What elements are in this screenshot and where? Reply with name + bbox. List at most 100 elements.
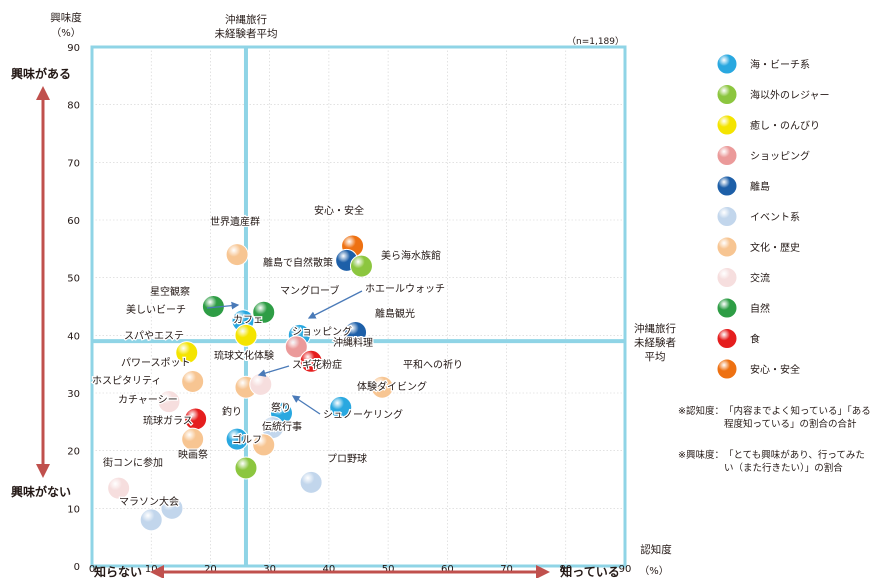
point-琉球ガラス xyxy=(182,428,204,450)
legend-marker-ショッピング xyxy=(717,146,737,166)
point-label-パワースポット: パワースポット xyxy=(121,357,191,369)
point-プロ野球 xyxy=(300,471,322,493)
point-label-シュノーケリング: シュノーケリング xyxy=(323,408,403,421)
point-label-平和への祈り: 平和への祈り xyxy=(403,359,463,371)
y-average-label: 平均 xyxy=(645,351,666,363)
legend-marker-食 xyxy=(717,329,737,349)
legend-marker-文化・歴史 xyxy=(717,237,737,257)
x-average-label: 未経験者平均 xyxy=(214,27,277,40)
point-label-伝統行事: 伝統行事 xyxy=(262,420,302,433)
label-not-interested: 興味がない xyxy=(11,484,71,499)
y-axis-unit: （%） xyxy=(51,27,81,39)
point-label-マラソン大会: マラソン大会 xyxy=(119,495,179,508)
x-axis-label: 認知度 xyxy=(640,543,672,556)
point-マラソン大会 xyxy=(140,509,162,531)
axes: 0 10 20 30 40 50 60 70 80 90 0 10 20 30 40 50 60 70 80 90 興味… xyxy=(50,11,672,577)
point-label-離島観光: 離島観光 xyxy=(375,307,415,320)
point-label-離島で自然散策: 離島で自然散策 xyxy=(263,256,333,269)
legend-label-海以外のレジャー: 海以外のレジャー xyxy=(750,89,830,102)
point-label-美しいビーチ: 美しいビーチ xyxy=(126,303,186,316)
point-label-琉球文化体験: 琉球文化体験 xyxy=(214,349,274,362)
legend-label-交流: 交流 xyxy=(750,272,770,285)
x-axis-unit: （%） xyxy=(639,565,669,577)
y-tick-label: 90 xyxy=(67,43,80,54)
point-label-ホスピタリティ: ホスピタリティ xyxy=(92,375,161,387)
y-axis-label: 興味度 xyxy=(50,11,82,24)
point-label-スパやエステ: スパやエステ xyxy=(124,330,184,342)
point-パワースポット xyxy=(182,370,204,392)
point-label-マングローブ: マングローブ xyxy=(280,284,339,297)
point-label-釣り: 釣り xyxy=(222,405,242,418)
legend-marker-癒し・のんびり xyxy=(717,115,737,135)
point-スギ花粉症 xyxy=(250,373,272,395)
point-label-祭り: 祭り xyxy=(271,402,291,414)
legend-label-海・ビーチ系: 海・ビーチ系 xyxy=(750,58,810,71)
legend-marker-交流 xyxy=(717,268,737,288)
y-average-label: 未経験者 xyxy=(634,336,676,349)
label-interested: 興味がある xyxy=(11,66,71,81)
awareness-note-line1: 「内容までよく知っている」「ある xyxy=(724,405,871,418)
legend-marker-安心・安全 xyxy=(717,359,737,379)
point-label-ショッピング: ショッピング xyxy=(292,325,352,338)
legend: 海・ビーチ系海以外のレジャー癒し・のんびりショッピング離島イベント系文化・歴史交… xyxy=(717,54,830,379)
x-tick-label: 90 xyxy=(619,564,632,575)
point-label-ゴルフ: ゴルフ xyxy=(232,433,262,446)
point-label-カチャーシー: カチャーシー xyxy=(118,394,178,406)
point-label-世界遺産群: 世界遺産群 xyxy=(210,215,260,228)
interest-note-line2: い（また行きたい）」の割合 xyxy=(724,462,865,475)
point-美ら海水族館 xyxy=(350,255,372,277)
y-tick-label: 20 xyxy=(67,447,80,458)
interest-arrow-up xyxy=(36,86,50,100)
point-ゴルフ xyxy=(235,457,257,479)
legend-marker-自然 xyxy=(717,298,737,318)
point-label-体験ダイビング: 体験ダイビング xyxy=(357,380,427,393)
legend-label-食: 食 xyxy=(750,333,760,346)
y-tick-label: 70 xyxy=(67,158,80,169)
y-tick-label: 0 xyxy=(74,562,80,573)
point-label-映画祭: 映画祭 xyxy=(178,449,208,461)
point-世界遺産群 xyxy=(226,244,248,266)
point-label-カフェ: カフェ xyxy=(233,314,263,326)
x-average-label: 沖縄旅行 xyxy=(225,13,267,26)
leader-arrow-シュノーケリング xyxy=(293,396,320,414)
point-カフェ xyxy=(235,324,257,346)
legend-marker-海以外のレジャー xyxy=(717,85,737,105)
y-tick-label: 50 xyxy=(67,274,80,285)
awareness-note-line2: 程度知っている」の割合の合計 xyxy=(724,418,871,431)
point-label-星空観察: 星空観察 xyxy=(150,285,190,298)
point-label-琉球ガラス: 琉球ガラス xyxy=(143,414,193,427)
point-label-安心・安全: 安心・安全 xyxy=(314,204,364,217)
y-tick-label: 60 xyxy=(67,216,80,227)
legend-marker-海・ビーチ系 xyxy=(717,54,737,74)
leader-arrow-スギ花粉症 xyxy=(259,366,289,375)
interest-note: ※興味度： 「とても興味があり、行ってみた い（また行きたい）」の割合 xyxy=(678,449,888,475)
y-tick-label: 80 xyxy=(67,101,80,112)
point-街コンに参加 xyxy=(108,477,130,499)
awareness-note: ※認知度： 「内容までよく知っている」「ある 程度知っている」の割合の合計 xyxy=(678,405,888,431)
y-average-label: 沖縄旅行 xyxy=(634,322,676,335)
legend-label-癒し・のんびり: 癒し・のんびり xyxy=(750,119,820,132)
point-label-美ら海水族館: 美ら海水族館 xyxy=(381,249,441,262)
y-tick-label: 30 xyxy=(67,389,80,400)
legend-label-ショッピング: ショッピング xyxy=(750,150,810,163)
point-label-街コンに参加: 街コンに参加 xyxy=(103,456,163,469)
legend-label-文化・歴史: 文化・歴史 xyxy=(750,241,800,254)
legend-marker-離島 xyxy=(717,176,737,196)
interest-note-line1: 「とても興味があり、行ってみた xyxy=(724,449,865,462)
point-label-ホエールウォッチ: ホエールウォッチ xyxy=(365,283,445,295)
interest-note-head: ※興味度： xyxy=(678,449,724,475)
point-label-プロ野球: プロ野球 xyxy=(327,452,367,465)
awareness-note-head: ※認知度： xyxy=(678,405,724,431)
interest-arrow-down xyxy=(36,464,50,478)
legend-label-自然: 自然 xyxy=(750,302,770,315)
point-label-スギ花粉症: スギ花粉症 xyxy=(292,358,342,371)
point-label-沖縄料理: 沖縄料理 xyxy=(333,336,373,349)
label-unaware: 知らない xyxy=(93,564,142,578)
y-tick-label: 40 xyxy=(67,331,80,342)
y-tick-label: 10 xyxy=(67,504,80,515)
legend-label-イベント系: イベント系 xyxy=(750,212,800,224)
label-aware: 知っている xyxy=(559,564,619,578)
legend-label-離島: 離島 xyxy=(750,180,770,193)
